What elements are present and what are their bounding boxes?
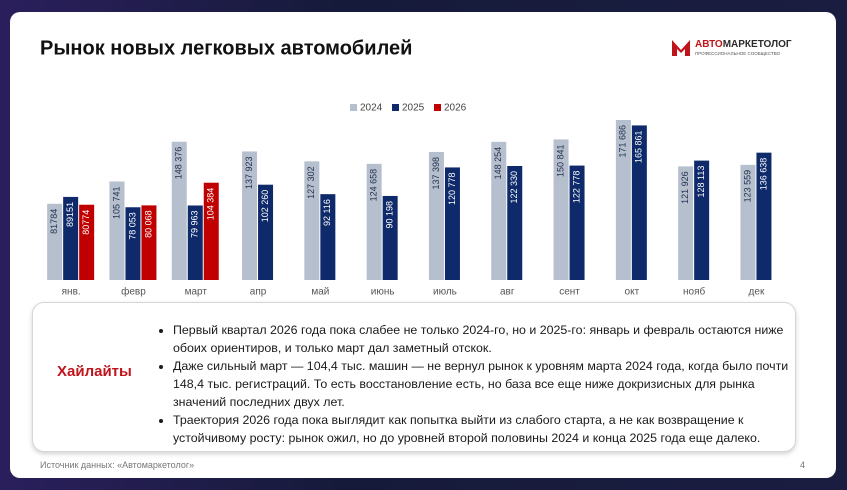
bar <box>694 160 710 280</box>
value-label: 128 113 <box>696 166 706 198</box>
x-tick-label: апр <box>250 287 267 298</box>
bar <box>569 165 585 280</box>
x-tick-label: май <box>311 287 329 298</box>
x-tick-label: нояб <box>683 286 705 298</box>
highlight-item: Траектория 2026 года пока выглядит как п… <box>173 411 803 447</box>
value-label: 78 053 <box>127 212 137 240</box>
bar <box>125 207 141 280</box>
page-number: 4 <box>800 460 806 470</box>
logo-icon <box>672 40 690 56</box>
bar <box>79 204 95 280</box>
bar <box>187 205 203 280</box>
value-label: 148 254 <box>493 147 503 180</box>
value-label: 127 302 <box>306 166 316 199</box>
value-label: 137 923 <box>244 156 254 189</box>
x-tick-label: дек <box>749 287 765 298</box>
value-label: 136 638 <box>758 158 768 191</box>
legend-swatch <box>350 104 357 111</box>
highlight-item: Даже сильный март — 104,4 тыс. машин — н… <box>173 357 803 411</box>
bar <box>631 125 647 280</box>
bar <box>740 164 756 280</box>
source: Источник данных: «Автомаркетолог» <box>40 460 195 470</box>
bar <box>428 151 444 280</box>
bar <box>47 203 63 280</box>
value-label: 122 330 <box>509 171 519 204</box>
highlights-box: Хайлайты Первый квартал 2026 года пока с… <box>32 302 796 452</box>
logo-name-1: АВТО <box>695 39 723 50</box>
bar <box>444 167 460 280</box>
bar <box>141 205 157 280</box>
value-label: 165 861 <box>634 130 644 163</box>
legend-swatch <box>392 104 399 111</box>
logo: АВТОМАРКЕТОЛОГ ПРОФЕССИОНАЛЬНОЕ СООБЩЕСТ… <box>672 39 792 56</box>
bar <box>678 166 694 280</box>
bar <box>507 165 523 280</box>
bar <box>491 141 507 280</box>
value-label: 171 686 <box>618 125 628 158</box>
x-tick-label: февр <box>121 286 146 298</box>
value-label: 123 559 <box>742 170 752 203</box>
bar <box>615 120 631 280</box>
value-label: 92 116 <box>322 199 332 226</box>
x-tick-label: июнь <box>371 287 395 298</box>
highlights-list: Первый квартал 2026 года пока слабее не … <box>153 321 803 447</box>
value-label: 102 260 <box>260 190 270 223</box>
x-tick-label: авг <box>500 287 515 298</box>
value-label: 121 926 <box>680 171 690 204</box>
bar <box>320 194 336 280</box>
value-label: 150 841 <box>555 144 565 177</box>
value-label: 104 384 <box>206 188 216 221</box>
value-label: 89151 <box>65 202 75 227</box>
highlight-item: Первый квартал 2026 года пока слабее не … <box>173 321 803 357</box>
value-label: 137 398 <box>431 157 441 190</box>
bar <box>756 152 772 280</box>
value-label: 124 658 <box>369 169 379 202</box>
bar <box>366 163 382 280</box>
highlights-title: Хайлайты <box>57 363 132 380</box>
value-label: 120 778 <box>447 172 457 205</box>
legend-swatch <box>434 104 441 111</box>
bar <box>203 182 219 280</box>
bar <box>258 184 274 280</box>
bar <box>382 195 398 280</box>
logo-name: АВТОМАРКЕТОЛОГ <box>695 39 792 50</box>
value-label: 122 778 <box>571 171 581 204</box>
bar <box>553 139 569 280</box>
x-tick-label: июль <box>433 287 457 298</box>
x-tick-label: окт <box>625 287 640 298</box>
legend-label: 2025 <box>402 103 425 114</box>
value-label: 81784 <box>49 209 59 234</box>
logo-name-2: МАРКЕТОЛОГ <box>723 39 792 50</box>
value-label: 79 963 <box>190 210 200 238</box>
logo-tagline: ПРОФЕССИОНАЛЬНОЕ СООБЩЕСТВО <box>695 51 781 56</box>
legend-label: 2026 <box>444 103 467 114</box>
value-label: 80774 <box>81 210 91 235</box>
x-tick-label: март <box>185 287 208 298</box>
bar <box>304 161 320 280</box>
x-tick-label: янв. <box>62 287 81 298</box>
bar <box>242 151 258 280</box>
value-label: 90 198 <box>385 201 395 229</box>
title: Рынок новых легковых автомобилей <box>40 37 412 59</box>
bar <box>109 181 125 280</box>
value-label: 80 068 <box>143 210 153 238</box>
value-label: 148 376 <box>174 147 184 180</box>
bar <box>63 196 79 280</box>
legend-label: 2024 <box>360 103 383 114</box>
value-label: 105 741 <box>111 186 121 219</box>
x-tick-label: сент <box>559 287 580 298</box>
bar <box>171 141 187 280</box>
